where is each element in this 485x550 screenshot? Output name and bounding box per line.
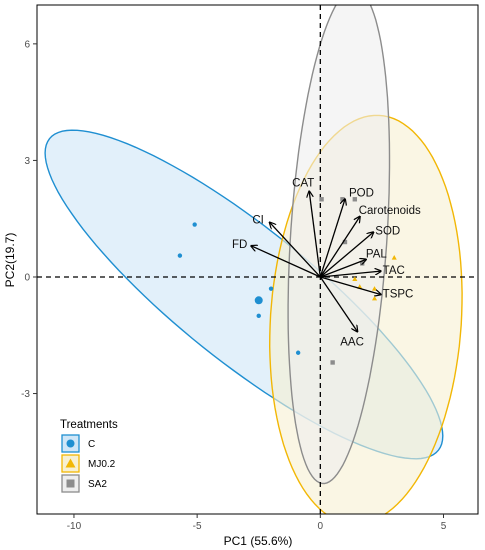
point-sa2 (352, 197, 358, 202)
point-c (268, 286, 274, 291)
loading-arrow-cat (309, 192, 321, 278)
loading-arrow-carotenoids (319, 217, 359, 278)
legend-label: SA2 (88, 479, 107, 490)
point-c (254, 296, 263, 305)
point-mj0-2 (352, 276, 358, 281)
loading-arrow-pal (320, 260, 366, 278)
loading-label-tspc: TSPC (383, 288, 414, 300)
x-tick-label: 0 (318, 521, 324, 532)
ellipse-sa2 (287, 5, 391, 485)
x-axis-title: PC1 (55.6%) (224, 534, 293, 548)
point-c (256, 313, 261, 319)
loading-label-sod: SOD (375, 225, 400, 237)
point-c (192, 222, 197, 227)
loading-arrow-aac (319, 276, 357, 331)
point-sa2 (342, 239, 348, 245)
loading-label-carotenoids: Carotenoids (359, 205, 421, 217)
x-axis-ticks: -10 -5 0 5 (67, 514, 447, 532)
x-tick-label: -10 (67, 521, 82, 532)
legend-label: C (88, 439, 95, 450)
legend-label: MJ0.2 (88, 459, 116, 470)
loading-arrow-sod (319, 232, 373, 278)
plot-panel-border (36, 4, 479, 515)
legend-marker (65, 458, 76, 468)
confidence-ellipses (44, 5, 463, 514)
loading-arrow-fd (251, 246, 321, 278)
x-tick-label: 5 (441, 521, 447, 532)
x-tick-label: -5 (193, 521, 202, 532)
loading-label-cat: CAT (292, 178, 314, 190)
point-sa2 (330, 360, 335, 365)
point-c (177, 253, 183, 258)
legend: Treatments C MJ0.2 SA2 (60, 419, 118, 493)
reference-lines (37, 5, 478, 514)
loading-arrow-tspc (320, 276, 380, 294)
loading-arrow-ci (270, 223, 321, 278)
loading-labels: POD Carotenoids SOD PAL TAC TSPC AAC CAT CI FD (232, 178, 421, 349)
loading-label-pod: POD (349, 187, 374, 199)
point-mj0-2 (371, 295, 378, 301)
point-c (295, 350, 301, 355)
y-axis-ticks: -3 0 3 6 (21, 39, 37, 400)
loading-label-ci: CI (252, 215, 264, 227)
y-axis-title: PC2(19.7) (3, 233, 17, 288)
y-tick-label: -3 (21, 389, 30, 400)
legend-marker (66, 439, 75, 448)
loading-label-pal: PAL (366, 249, 387, 261)
loading-vectors (251, 192, 380, 332)
y-tick-label: 6 (24, 39, 30, 50)
loading-arrow-pod (319, 199, 345, 278)
loading-label-fd: FD (232, 239, 247, 251)
loading-arrow-tac (320, 271, 380, 278)
point-mj0-2 (391, 255, 397, 260)
loading-label-tac: TAC (383, 265, 405, 277)
loading-label-aac: AAC (340, 336, 364, 348)
point-sa2 (319, 197, 324, 202)
y-tick-label: 0 (24, 272, 30, 283)
legend-marker (66, 479, 75, 488)
y-tick-label: 3 (24, 156, 30, 167)
legend-title: Treatments (60, 419, 118, 431)
